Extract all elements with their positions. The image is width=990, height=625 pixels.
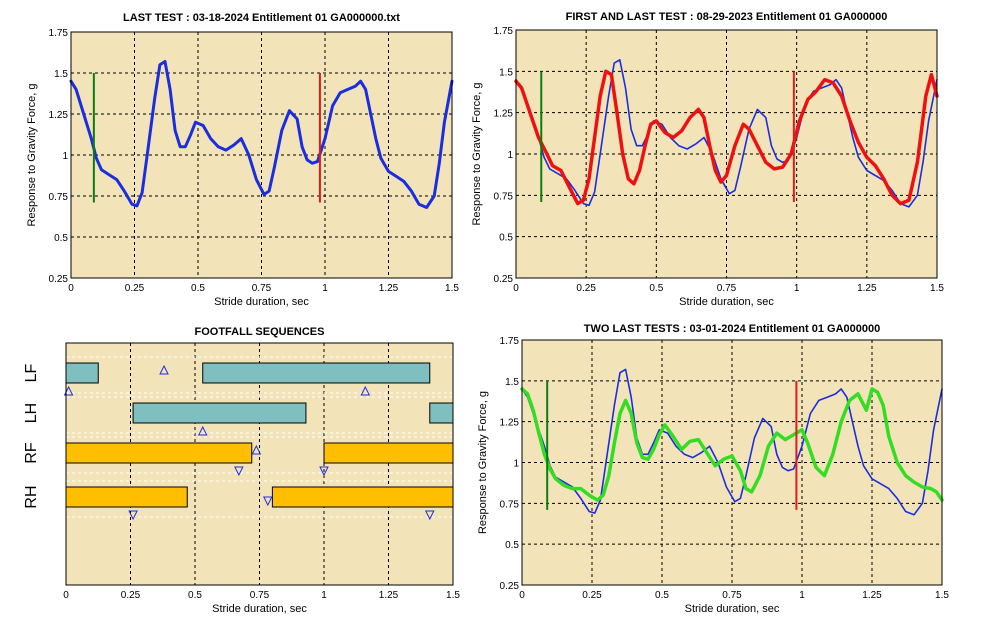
chart-last-test: LAST TEST : 03-18-2024 Entitlement 01 GA…: [26, 12, 459, 308]
x-tick-label: 0.75: [250, 590, 270, 601]
x-axis-label: Stride duration, sec: [679, 296, 774, 308]
stance-bar-lh: [132, 402, 307, 424]
x-tick-label: 1.5: [446, 590, 460, 601]
x-tick-label: 0: [63, 590, 69, 601]
y-tick-label: 0.75: [49, 192, 69, 203]
plot-frame: [65, 342, 454, 586]
x-axis-label: Stride duration, sec: [212, 603, 307, 615]
y-tick-label: 0.75: [500, 499, 520, 510]
touch-down-triangle: [319, 466, 329, 477]
lane-label-rf: RF: [23, 442, 40, 464]
y-axis-label: Response to Gravity Force, g: [477, 391, 489, 534]
chart-footfall-sequences: FOOTFALL SEQUENCES 0 0.25 0.5 0.75 1 1.25 1.5 St…: [23, 326, 460, 615]
x-tick-label: 1: [321, 590, 327, 601]
touch-down-triangle: [234, 466, 244, 477]
x-tick-label: 1.25: [379, 590, 399, 601]
chart-title: TWO LAST TESTS : 03-01-2024 Entitlement …: [584, 323, 880, 335]
stance-bar-rh: [271, 486, 454, 508]
x-tick-label: 0: [519, 590, 525, 601]
y-tick-label: 0.75: [494, 191, 514, 202]
y-axis-label: Response to Gravity Force, g: [26, 83, 38, 226]
x-tick-label: 0: [513, 283, 519, 294]
stance-bar-rh: [65, 486, 188, 508]
x-tick-label: 1.5: [935, 590, 949, 601]
chart-two-last-tests: TWO LAST TESTS : 03-01-2024 Entitlement …: [477, 323, 949, 615]
series-line-1: [521, 368, 943, 516]
lift-off-triangle: [251, 444, 262, 455]
y-tick-label: 1.25: [500, 418, 520, 429]
series-line-1: [515, 58, 938, 208]
y-tick-label: 1: [507, 150, 513, 161]
y-tick-label: 0.5: [499, 233, 513, 244]
y-axis-label: Response to Gravity Force, g: [471, 82, 483, 225]
stance-bar-lf: [202, 362, 431, 384]
y-tick-label: 0.25: [494, 274, 514, 285]
lift-off-triangle: [197, 425, 208, 436]
x-tick-label: 0.25: [125, 283, 145, 294]
x-tick-label: 0.5: [188, 590, 202, 601]
y-tick-label: 1.75: [500, 336, 520, 347]
x-tick-label: 1.5: [445, 283, 459, 294]
x-tick-label: 0.5: [655, 590, 669, 601]
series-line-1: [69, 60, 454, 209]
y-tick-label: 1: [62, 151, 68, 162]
y-tick-label: 1.25: [49, 110, 69, 121]
chart-title: FOOTFALL SEQUENCES: [195, 326, 325, 338]
y-tick-label: 0.5: [505, 540, 519, 551]
x-tick-label: 1: [794, 283, 800, 294]
lane-label-rh: RH: [23, 485, 40, 508]
stance-bar-rf: [323, 442, 454, 464]
y-tick-label: 1.25: [494, 109, 514, 120]
touch-down-triangle: [424, 510, 435, 521]
lane-label-lf: LF: [23, 363, 40, 382]
touch-down-triangle: [128, 510, 138, 521]
y-tick-label: 1.5: [54, 69, 68, 80]
lift-off-triangle: [63, 385, 74, 396]
x-tick-label: 0.75: [717, 283, 737, 294]
chart-title: FIRST AND LAST TEST : 08-29-2023 Entitle…: [566, 11, 888, 23]
x-tick-label: 0.75: [252, 283, 272, 294]
x-tick-label: 0.5: [649, 283, 663, 294]
plot-frame: [70, 31, 453, 279]
x-tick-label: 0.75: [722, 590, 742, 601]
x-tick-label: 0: [68, 283, 74, 294]
series-line-2: [520, 387, 944, 502]
lift-off-triangle: [159, 364, 169, 375]
x-tick-label: 0.25: [582, 590, 602, 601]
stance-bar-lf: [65, 362, 99, 384]
x-tick-label: 1.25: [857, 283, 877, 294]
stance-bar-rf: [65, 442, 253, 464]
lane-label-lh: LH: [23, 403, 40, 423]
y-tick-label: 1: [513, 459, 519, 470]
chart-first-and-last-test: FIRST AND LAST TEST : 08-29-2023 Entitle…: [471, 11, 944, 308]
series-line-2: [514, 69, 939, 206]
x-axis-label: Stride duration, sec: [214, 296, 309, 308]
y-tick-label: 1.75: [494, 26, 514, 37]
y-tick-label: 0.25: [500, 581, 520, 592]
stance-bar-lh: [429, 402, 454, 424]
x-tick-label: 1.25: [862, 590, 882, 601]
x-axis-label: Stride duration, sec: [685, 603, 780, 615]
y-tick-label: 1.5: [499, 67, 513, 78]
chart-title: LAST TEST : 03-18-2024 Entitlement 01 GA…: [123, 12, 400, 24]
x-tick-label: 1: [322, 283, 328, 294]
x-tick-label: 1: [799, 590, 805, 601]
x-tick-label: 0.25: [121, 590, 141, 601]
x-tick-label: 1.5: [930, 283, 944, 294]
y-tick-label: 0.25: [49, 274, 69, 285]
x-tick-label: 1.25: [379, 283, 399, 294]
lift-off-triangle: [360, 385, 371, 396]
touch-down-triangle: [263, 496, 273, 507]
y-tick-label: 1.75: [49, 28, 69, 39]
y-tick-label: 0.5: [54, 233, 68, 244]
x-tick-label: 0.25: [576, 283, 596, 294]
x-tick-label: 0.5: [191, 283, 205, 294]
y-tick-label: 1.5: [505, 377, 519, 388]
plot-frame: [521, 339, 943, 586]
plot-frame: [515, 29, 938, 279]
